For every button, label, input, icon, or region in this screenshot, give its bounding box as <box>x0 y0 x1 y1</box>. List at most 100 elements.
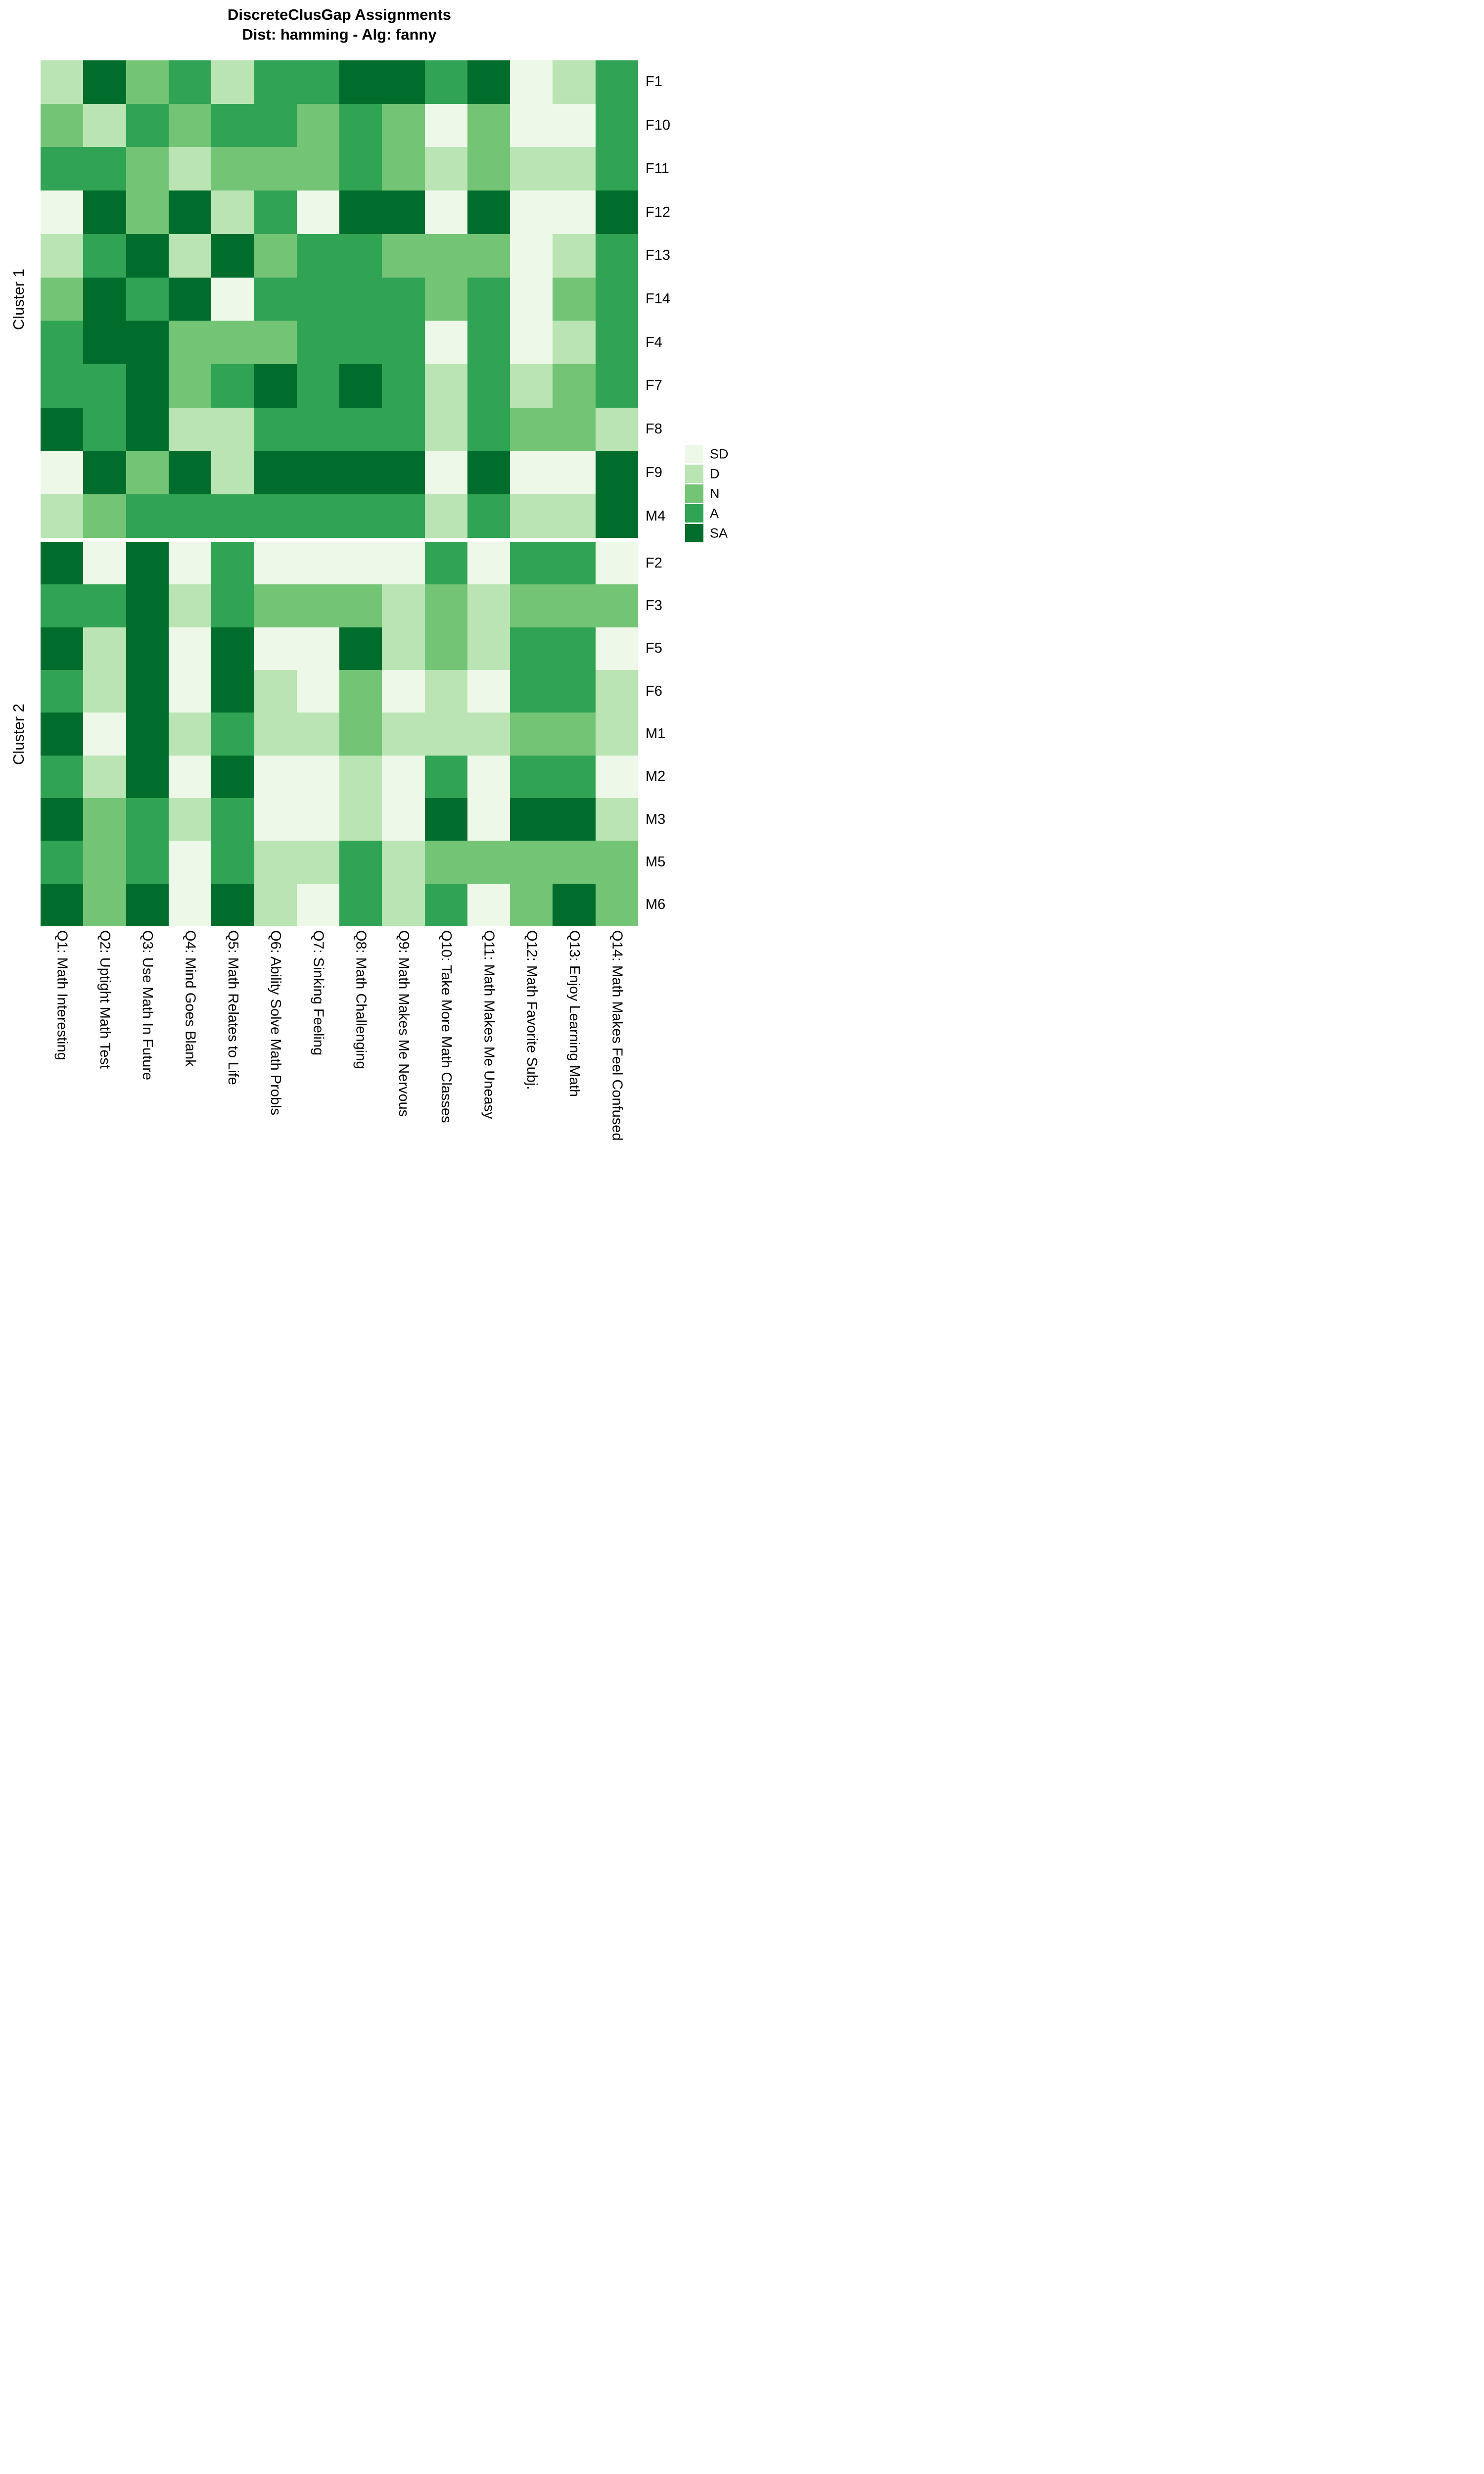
heatmap-cell <box>595 364 638 408</box>
heatmap-cell <box>211 841 254 884</box>
heatmap-cell <box>168 147 212 191</box>
heatmap-cell <box>595 798 638 841</box>
legend-label: D <box>710 466 720 481</box>
heatmap-cell <box>382 103 425 147</box>
row-label: F1 <box>646 74 662 90</box>
heatmap-cell <box>296 841 339 884</box>
heatmap-cell <box>424 407 467 451</box>
heatmap-cell <box>126 407 169 451</box>
heatmap-cell <box>254 147 297 191</box>
heatmap-cell <box>424 234 467 278</box>
heatmap-cell <box>41 321 84 365</box>
heatmap-cell <box>595 60 638 104</box>
heatmap-cell <box>339 542 382 585</box>
heatmap-cell <box>424 584 467 627</box>
heatmap-cell <box>595 542 638 585</box>
heatmap-cell <box>339 755 382 798</box>
heatmap-cell <box>553 321 596 365</box>
heatmap-cell <box>382 364 425 408</box>
heatmap-cell <box>424 755 467 798</box>
heatmap-cell <box>296 883 339 926</box>
heatmap-cell <box>382 755 425 798</box>
heatmap-cell <box>126 494 169 538</box>
heatmap-cell <box>510 407 553 451</box>
heatmap-cell <box>467 321 510 365</box>
heatmap-cell <box>296 542 339 585</box>
heatmap-cell <box>41 234 84 278</box>
heatmap-cell <box>41 451 84 495</box>
heatmap-cell <box>467 584 510 627</box>
heatmap-cell <box>339 451 382 495</box>
heatmap-cell <box>126 147 169 191</box>
heatmap-cell <box>254 60 297 104</box>
heatmap-cell <box>553 407 596 451</box>
heatmap-cell <box>41 670 84 713</box>
row-label: M4 <box>646 508 666 524</box>
col-label: Q4: Mind Goes Blank <box>182 930 198 1067</box>
heatmap-cell <box>382 60 425 104</box>
heatmap-cell <box>41 190 84 234</box>
heatmap-cell <box>126 103 169 147</box>
heatmap-cell <box>83 321 126 365</box>
heatmap-cell <box>254 494 297 538</box>
heatmap-cell <box>382 147 425 191</box>
legend-key: N <box>685 484 720 503</box>
heatmap-cell <box>41 542 84 585</box>
row-label: F2 <box>646 555 662 571</box>
heatmap-cell <box>510 147 553 191</box>
heatmap-cell <box>467 670 510 713</box>
heatmap-cell <box>467 103 510 147</box>
heatmap-cell <box>553 60 596 104</box>
heatmap-cell <box>510 627 553 670</box>
heatmap-cell <box>339 147 382 191</box>
col-label: Q9: Math Makes Me Nervous <box>395 930 412 1117</box>
heatmap-cell <box>211 542 254 585</box>
row-label: F6 <box>646 683 662 699</box>
heatmap-cell <box>126 190 169 234</box>
heatmap-cell <box>467 147 510 191</box>
heatmap-cell <box>211 103 254 147</box>
row-label: F7 <box>646 378 662 394</box>
row-label: F8 <box>646 421 662 437</box>
legend-key: SA <box>685 524 728 542</box>
heatmap-cell <box>41 627 84 670</box>
heatmap-cell <box>83 494 126 538</box>
heatmap-cell <box>211 364 254 408</box>
heatmap-cell <box>382 234 425 278</box>
heatmap-cell <box>296 451 339 495</box>
heatmap-cell <box>83 103 126 147</box>
heatmap-cell <box>126 841 169 884</box>
row-label: M6 <box>646 897 666 913</box>
heatmap-cell <box>168 584 212 627</box>
heatmap-cell <box>510 277 553 321</box>
heatmap-cell <box>467 798 510 841</box>
heatmap-cell <box>553 755 596 798</box>
heatmap-cell <box>41 60 84 104</box>
heatmap-cell <box>126 364 169 408</box>
heatmap-cell <box>211 451 254 495</box>
heatmap-cell <box>126 60 169 104</box>
heatmap-cell <box>254 364 297 408</box>
heatmap-cell <box>382 713 425 756</box>
heatmap-cell <box>41 584 84 627</box>
heatmap-cell <box>254 190 297 234</box>
heatmap-cell <box>83 234 126 278</box>
heatmap-cell <box>339 277 382 321</box>
heatmap-cell <box>553 494 596 538</box>
heatmap-cell <box>424 103 467 147</box>
heatmap-cell <box>41 147 84 191</box>
heatmap-cell <box>382 798 425 841</box>
heatmap-cell <box>168 60 212 104</box>
col-label: Q14: Math Makes Feel Confused <box>609 930 625 1141</box>
heatmap-cell <box>254 841 297 884</box>
heatmap-cell <box>296 277 339 321</box>
heatmap-cell <box>254 713 297 756</box>
heatmap-cell <box>126 584 169 627</box>
heatmap-cell <box>126 670 169 713</box>
heatmap-cell <box>296 321 339 365</box>
heatmap-panel-cluster-2 <box>41 542 638 926</box>
heatmap-cell <box>424 321 467 365</box>
heatmap-cell <box>382 321 425 365</box>
heatmap-cell <box>168 364 212 408</box>
page-title: DiscreteClusGap Assignments <box>228 6 451 23</box>
